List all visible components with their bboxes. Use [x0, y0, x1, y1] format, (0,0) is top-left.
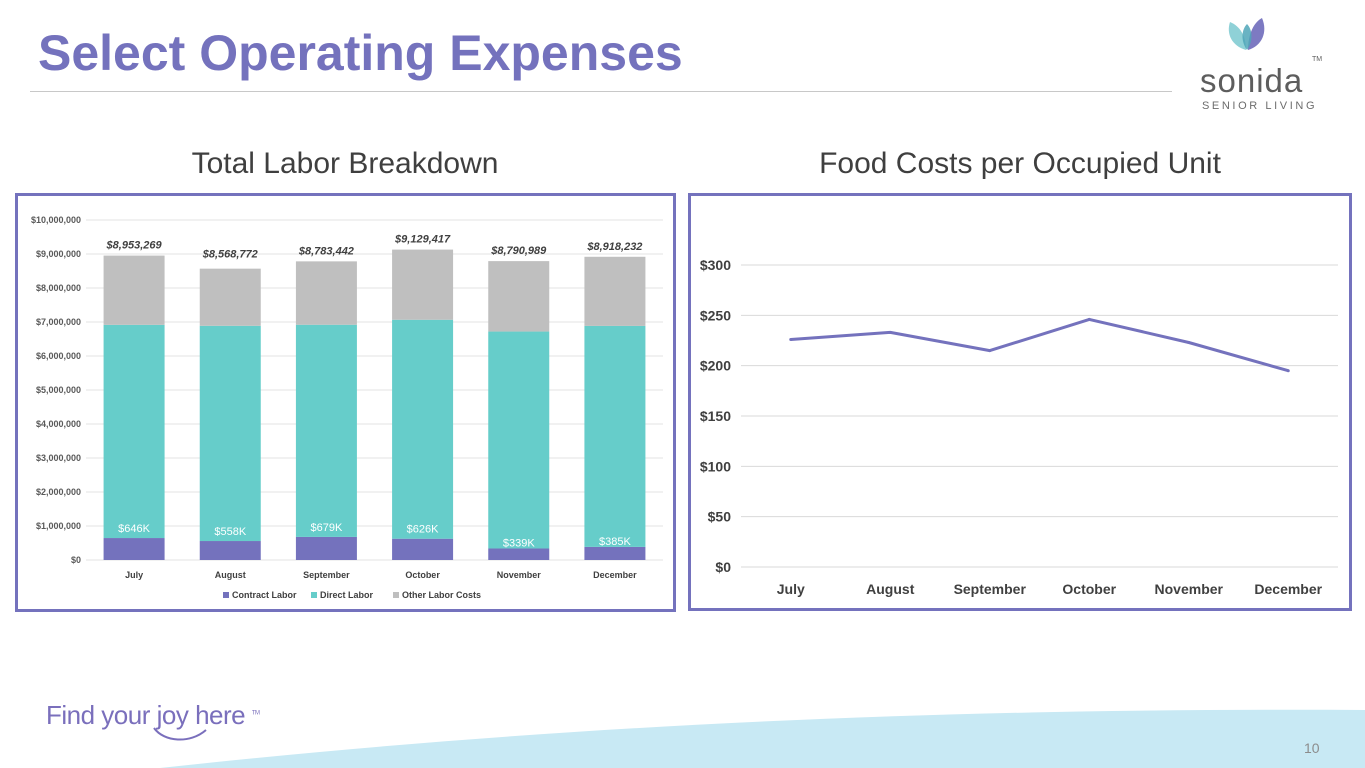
total-labor-data-label: $8,918,232 [586, 241, 642, 253]
food-chart-title: Food Costs per Occupied Unit [819, 147, 1221, 180]
contract-labor-bar [103, 538, 165, 560]
food-y-tick-label: $150 [700, 408, 731, 424]
food-y-tick-label: $0 [715, 559, 731, 575]
labor-x-tick-label: July [125, 570, 143, 580]
direct-labor-bar [103, 324, 165, 539]
contract-labor-bar [488, 548, 550, 560]
other-labor-bar [584, 256, 646, 326]
butterfly-logo-icon [1228, 18, 1265, 50]
food-x-tick-label: August [866, 581, 915, 597]
other-labor-bar [103, 255, 165, 325]
direct-labor-bar [392, 319, 454, 539]
food-y-tick-label: $200 [700, 358, 731, 374]
labor-legend-swatch [223, 592, 229, 598]
labor-legend-label: Direct Labor [320, 590, 374, 600]
total-labor-data-label: $8,953,269 [106, 240, 163, 252]
food-x-tick-label: September [954, 581, 1027, 597]
logo-right-leaf [1248, 18, 1265, 50]
labor-chart-panel: $0 $1,000,000 $2,000,000 $3,000,000 $4,000,0… [15, 193, 676, 612]
total-labor-data-label: $8,568,772 [202, 249, 258, 261]
labor-y-tick-label: $1,000,000 [36, 521, 81, 531]
logo-subtitle: SENIOR LIVING [1202, 100, 1318, 112]
contract-labor-data-label: $558K [214, 526, 246, 538]
other-labor-bar [295, 261, 357, 325]
tagline-swoosh-icon [153, 727, 207, 741]
labor-y-tick-label: $9,000,000 [36, 249, 81, 259]
food-y-tick-label: $250 [700, 307, 731, 323]
direct-labor-bar [295, 324, 357, 537]
contract-labor-bar [584, 546, 646, 560]
contract-labor-data-label: $339K [503, 537, 535, 549]
tagline: Find your joy here TM [46, 700, 260, 731]
food-x-tick-label: November [1155, 581, 1224, 597]
food-cost-point [988, 349, 992, 353]
page-number: 10 [1304, 740, 1320, 756]
direct-labor-bar [199, 325, 261, 542]
labor-legend-label: Other Labor Costs [402, 590, 481, 600]
tagline-text: Find your joy here [46, 700, 246, 730]
other-labor-bar [392, 249, 454, 320]
contract-labor-data-label: $385K [599, 536, 631, 548]
labor-breakdown-chart: $0 $1,000,000 $2,000,000 $3,000,000 $4,000,0… [31, 215, 663, 600]
labor-legend-label: Contract Labor [232, 590, 297, 600]
logo-left-leaf [1228, 22, 1246, 50]
food-cost-point [789, 337, 793, 341]
logo-trademark: TM [1312, 56, 1323, 63]
food-chart-panel: $0 $50 $100 $150 $200 $250 $300 July August Septe… [688, 193, 1352, 611]
labor-x-tick-label: October [405, 570, 440, 580]
food-x-tick-label: July [777, 581, 805, 597]
labor-x-tick-label: November [497, 570, 542, 580]
logo-center-leaf [1242, 24, 1252, 50]
contract-labor-data-label: $626K [407, 524, 439, 536]
labor-y-tick-label: $7,000,000 [36, 317, 81, 327]
labor-y-tick-label: $6,000,000 [36, 351, 81, 361]
labor-x-tick-label: December [593, 570, 637, 580]
labor-legend-swatch [393, 592, 399, 598]
food-x-tick-label: October [1062, 581, 1116, 597]
food-cost-point [888, 330, 892, 334]
direct-labor-bar [584, 325, 646, 547]
food-x-tick-label: December [1254, 581, 1322, 597]
contract-labor-data-label: $679K [311, 522, 343, 534]
total-labor-data-label: $9,129,417 [394, 234, 451, 246]
tagline-trademark: TM [251, 710, 260, 717]
food-cost-point [1087, 317, 1091, 321]
labor-y-tick-label: $5,000,000 [36, 385, 81, 395]
food-cost-line [790, 317, 1289, 373]
title-divider [30, 91, 1172, 92]
labor-y-tick-label: $8,000,000 [36, 283, 81, 293]
labor-y-tick-label: $4,000,000 [36, 419, 81, 429]
food-cost-point [1187, 341, 1191, 345]
food-y-tick-label: $100 [700, 458, 731, 474]
other-labor-bar [199, 268, 261, 326]
labor-y-tick-label: $10,000,000 [31, 215, 81, 225]
food-y-tick-label: $300 [700, 257, 731, 273]
direct-labor-bar [488, 331, 550, 549]
footer-wave [160, 709, 1365, 768]
company-logo: sonida TM SENIOR LIVING [1196, 16, 1326, 112]
slide-title: Select Operating Expenses [38, 25, 683, 81]
total-labor-data-label: $8,790,989 [490, 245, 547, 257]
labor-x-tick-label: August [215, 570, 246, 580]
labor-chart-title: Total Labor Breakdown [191, 147, 499, 180]
contract-labor-data-label: $646K [118, 523, 150, 535]
labor-y-tick-label: $3,000,000 [36, 453, 81, 463]
total-labor-data-label: $8,783,442 [298, 245, 354, 257]
labor-legend-swatch [311, 592, 317, 598]
contract-labor-bar [295, 536, 357, 560]
food-cost-chart: $0 $50 $100 $150 $200 $250 $300 July August Septe… [700, 257, 1338, 597]
labor-y-tick-label: $0 [71, 555, 81, 565]
contract-labor-bar [392, 538, 454, 560]
labor-x-tick-label: September [303, 570, 350, 580]
logo-wordmark: sonida [1200, 62, 1304, 99]
labor-y-tick-label: $2,000,000 [36, 487, 81, 497]
other-labor-bar [488, 261, 550, 332]
food-cost-point [1286, 369, 1290, 373]
food-y-tick-label: $50 [708, 509, 732, 525]
contract-labor-bar [199, 541, 261, 560]
